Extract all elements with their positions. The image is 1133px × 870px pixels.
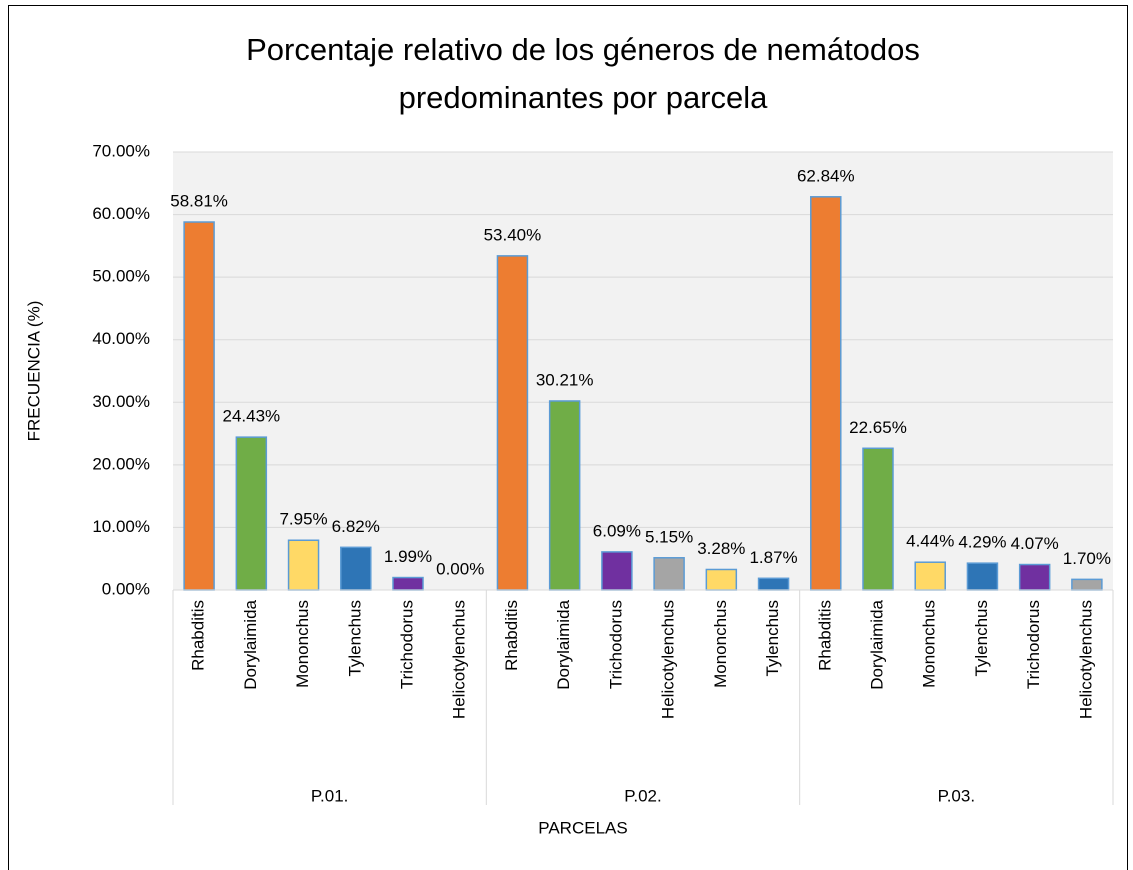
data-label: 53.40%	[484, 225, 542, 244]
x-tick-label: Dorylaimida	[867, 599, 886, 689]
plot-area	[173, 152, 1113, 590]
y-tick-label: 0.00%	[102, 579, 150, 598]
bar	[705, 568, 738, 591]
x-axis-title: PARCELAS	[538, 818, 627, 837]
data-label: 6.09%	[593, 521, 641, 540]
y-axis-title: FRECUENCIA (%)	[24, 301, 43, 442]
data-label: 0.00%	[436, 559, 484, 578]
group-label: P.02.	[624, 786, 662, 805]
bar	[287, 539, 320, 591]
x-tick-label: Trichodorus	[1024, 600, 1043, 689]
y-tick-label: 60.00%	[92, 204, 150, 223]
data-label: 5.15%	[645, 527, 693, 546]
bar	[1018, 563, 1051, 591]
bar	[757, 577, 790, 591]
data-label: 1.87%	[749, 548, 797, 567]
bar	[966, 562, 999, 591]
x-tick-label: Rhabditis	[502, 600, 521, 671]
x-tick-label: Trichodorus	[397, 600, 416, 689]
bar	[235, 436, 268, 591]
x-tick-label: Rhabditis	[189, 600, 208, 671]
bar	[810, 196, 842, 591]
x-tick-label: Trichodorus	[606, 600, 625, 689]
bar	[496, 255, 529, 591]
data-label: 3.28%	[697, 539, 745, 558]
chart-title: predominantes por parcela	[399, 80, 769, 115]
x-tick-label: Helicotylenchus	[659, 600, 678, 719]
data-label: 4.07%	[1011, 534, 1059, 553]
y-tick-label: 50.00%	[92, 267, 150, 286]
y-tick-label: 20.00%	[92, 454, 150, 473]
data-label: 22.65%	[849, 418, 907, 437]
bar	[601, 551, 633, 591]
x-tick-label: Tylenchus	[972, 600, 991, 677]
data-label: 7.95%	[279, 510, 327, 529]
y-tick-label: 40.00%	[92, 329, 150, 348]
data-label: 24.43%	[222, 407, 280, 426]
bar	[653, 557, 685, 591]
x-tick-label: Dorylaimida	[554, 599, 573, 689]
bar	[183, 221, 215, 591]
bar	[862, 447, 894, 591]
x-tick-label: Mononchus	[293, 600, 312, 688]
data-label: 30.21%	[536, 370, 594, 389]
y-tick-label: 30.00%	[92, 392, 150, 411]
x-tick-label: Mononchus	[920, 600, 939, 688]
x-tick-label: Dorylaimida	[241, 599, 260, 689]
bar	[340, 546, 372, 591]
x-tick-label: Tylenchus	[763, 600, 782, 677]
data-label: 4.44%	[906, 532, 954, 551]
chart-frame	[8, 5, 1128, 870]
data-label: 6.82%	[332, 517, 380, 536]
y-tick-label: 70.00%	[92, 141, 150, 160]
bar	[914, 561, 946, 591]
data-label: 1.70%	[1063, 549, 1111, 568]
data-label: 1.99%	[384, 547, 432, 566]
x-tick-label: Helicotylenchus	[450, 600, 469, 719]
data-label: 62.84%	[797, 166, 855, 185]
x-tick-label: Mononchus	[711, 600, 730, 688]
group-label: P.01.	[311, 786, 349, 805]
x-tick-label: Helicotylenchus	[1076, 600, 1095, 719]
data-label: 4.29%	[958, 533, 1006, 552]
chart-title: Porcentaje relativo de los géneros de ne…	[246, 32, 920, 67]
x-tick-label: Tylenchus	[345, 600, 364, 677]
x-tick-label: Rhabditis	[815, 600, 834, 671]
group-label: P.03.	[938, 786, 976, 805]
bar	[1071, 578, 1103, 591]
data-label: 58.81%	[170, 192, 228, 211]
y-tick-label: 10.00%	[92, 517, 150, 536]
bar	[548, 400, 581, 591]
bar	[392, 576, 424, 591]
